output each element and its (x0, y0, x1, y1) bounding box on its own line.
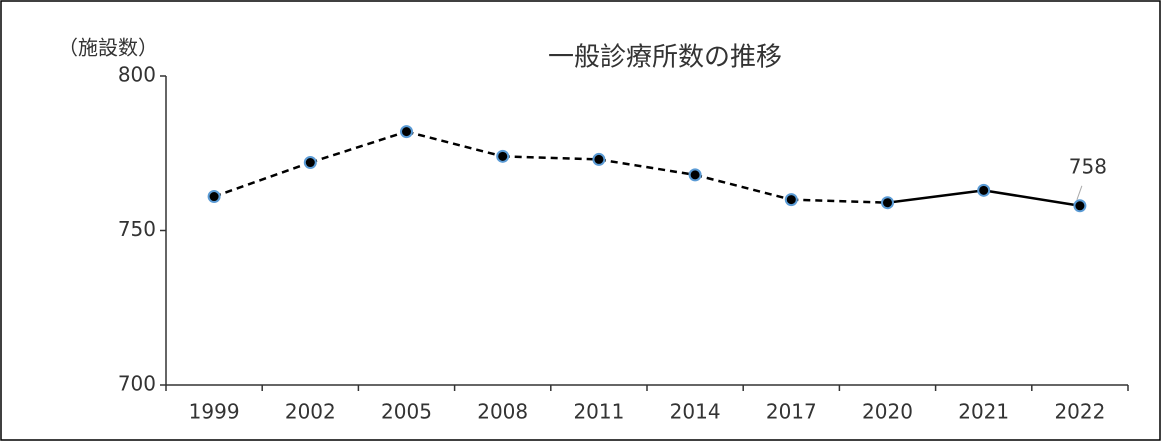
line-segment (309, 130, 407, 164)
x-tick-label: 2002 (285, 400, 336, 424)
line-segment (694, 173, 792, 201)
y-axis-label: （施設数） (58, 36, 158, 60)
data-label-leader (1076, 185, 1083, 200)
marker (784, 193, 798, 207)
line-segment (406, 130, 504, 158)
line-segment (213, 161, 311, 198)
line-segment (791, 198, 888, 204)
chart-title: 一般診療所数の推移 (548, 43, 782, 73)
x-tick-label: 1999 (189, 400, 240, 424)
data-label: 758 (1069, 154, 1107, 178)
x-tick-label: 2014 (670, 400, 721, 424)
x-tick-label: 2021 (958, 400, 1009, 424)
marker (592, 152, 606, 166)
marker (303, 156, 317, 170)
line-segment (983, 189, 1081, 208)
marker (400, 125, 413, 139)
x-tick-label: 2020 (862, 400, 913, 424)
x-tick-label: 2005 (381, 400, 432, 424)
y-tick-label: 700 (118, 372, 156, 396)
x-tick-label: 2022 (1054, 400, 1105, 424)
x-tick-label: 2008 (477, 400, 528, 424)
line-segment (598, 158, 696, 177)
marker (688, 168, 702, 182)
marker (977, 183, 991, 197)
y-tick-label: 800 (118, 63, 156, 87)
marker (881, 196, 894, 210)
line-segment (502, 155, 599, 161)
x-tick-label: 2017 (766, 400, 817, 424)
line-segment (887, 189, 984, 204)
marker (207, 190, 221, 204)
x-tick-label: 2011 (573, 400, 624, 424)
y-tick-label: 750 (118, 217, 156, 241)
marker (1073, 199, 1087, 213)
marker (496, 149, 510, 163)
